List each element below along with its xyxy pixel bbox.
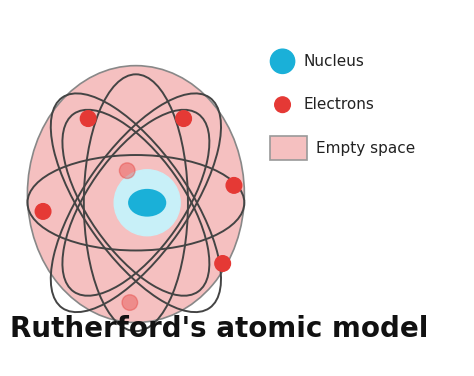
Circle shape [81, 111, 96, 126]
Circle shape [270, 49, 295, 73]
Circle shape [119, 163, 135, 179]
Circle shape [275, 97, 291, 112]
Circle shape [35, 204, 51, 219]
Text: Rutherford's atomic model: Rutherford's atomic model [10, 315, 428, 343]
Circle shape [114, 170, 180, 236]
Ellipse shape [27, 66, 245, 323]
Circle shape [122, 295, 137, 310]
Circle shape [226, 177, 242, 193]
Circle shape [176, 111, 191, 126]
Text: Nucleus: Nucleus [303, 54, 364, 69]
Text: Empty space: Empty space [316, 141, 415, 156]
Ellipse shape [128, 189, 166, 217]
Text: Electrons: Electrons [303, 97, 374, 112]
FancyBboxPatch shape [270, 136, 307, 160]
Circle shape [215, 256, 230, 271]
